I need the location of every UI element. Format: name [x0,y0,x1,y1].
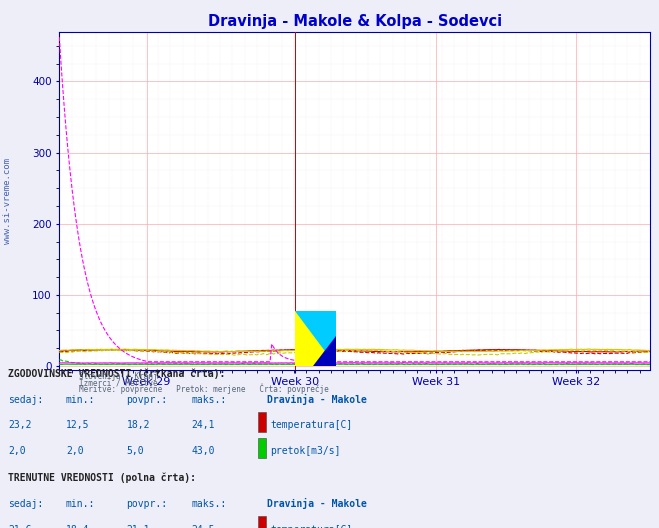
Text: sedaj:: sedaj: [8,499,43,509]
Text: Dravinja - Makole: Dravinja - Makole [267,498,367,509]
Text: Dravinja - Makole: Dravinja - Makole [267,393,367,404]
Text: povpr.:: povpr.: [127,394,167,404]
Text: 5,0: 5,0 [127,446,144,456]
Text: temperatura[C]: temperatura[C] [270,420,353,430]
Text: min.:: min.: [66,499,96,509]
Text: Slovenija / Kranj: Slovenija / Kranj [79,372,158,381]
Text: Meritve: povprečne   Pretok: merjene   Črta: povprečje: Meritve: povprečne Pretok: merjene Črta:… [79,383,329,394]
Text: 2,0: 2,0 [8,446,26,456]
Text: 2,0: 2,0 [66,446,84,456]
Text: 12,5: 12,5 [66,420,90,430]
Text: 23,2: 23,2 [8,420,32,430]
Text: 43,0: 43,0 [191,446,215,456]
Title: Dravinja - Makole & Kolpa - Sodevci: Dravinja - Makole & Kolpa - Sodevci [208,14,502,29]
Text: povpr.:: povpr.: [127,499,167,509]
FancyBboxPatch shape [258,438,266,458]
Text: min.:: min.: [66,394,96,404]
Text: TRENUTNE VREDNOSTI (polna črta):: TRENUTNE VREDNOSTI (polna črta): [8,473,196,483]
FancyBboxPatch shape [258,412,266,432]
Text: pretok[m3/s]: pretok[m3/s] [270,446,341,456]
Text: Izmerci / Meritve: Izmerci / Meritve [79,379,158,388]
Text: sedaj:: sedaj: [8,394,43,404]
Text: 21,6: 21,6 [8,525,32,528]
Polygon shape [295,310,336,366]
Text: maks.:: maks.: [191,499,226,509]
Text: 24,1: 24,1 [191,420,215,430]
Text: maks.:: maks.: [191,394,226,404]
Text: 18,2: 18,2 [127,420,150,430]
Text: 18,4: 18,4 [66,525,90,528]
Polygon shape [313,335,336,366]
Text: www.si-vreme.com: www.si-vreme.com [3,158,13,243]
Text: temperatura[C]: temperatura[C] [270,525,353,528]
Text: 24,5: 24,5 [191,525,215,528]
Text: 21,1: 21,1 [127,525,150,528]
FancyBboxPatch shape [258,516,266,528]
Text: ZGODOVINSKE VREDNOSTI (črtkana črta):: ZGODOVINSKE VREDNOSTI (črtkana črta): [8,369,225,379]
Polygon shape [295,310,336,366]
